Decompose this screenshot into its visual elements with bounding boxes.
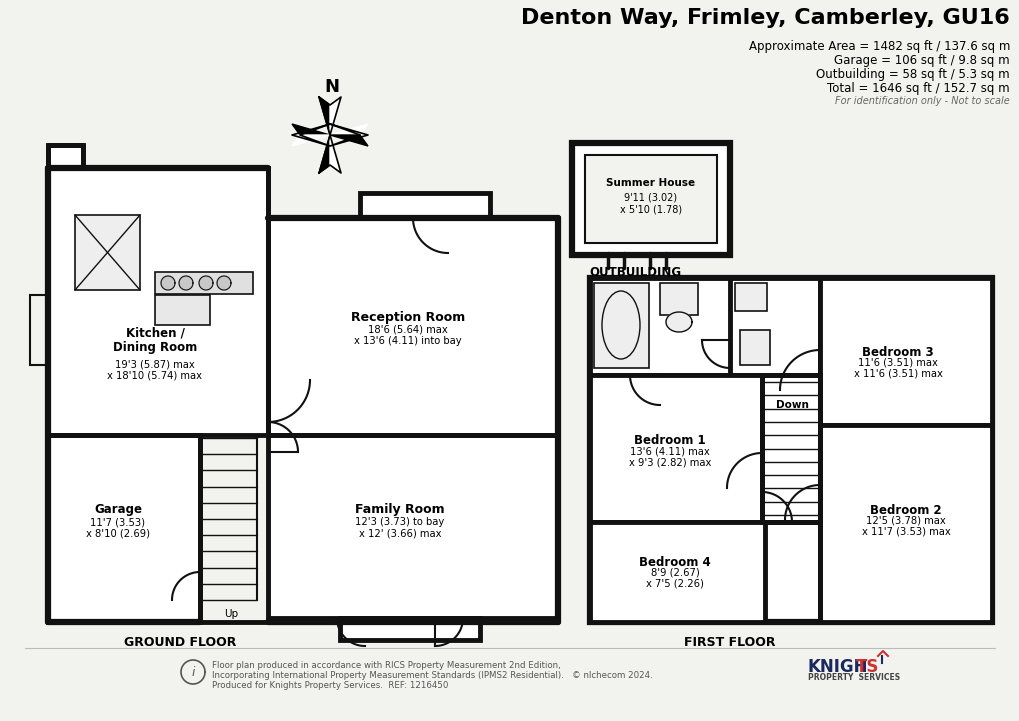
Polygon shape (199, 276, 213, 290)
Polygon shape (330, 97, 340, 135)
Text: Incorporating International Property Measurement Standards (IPMS2 Residential). : Incorporating International Property Mea… (212, 671, 652, 680)
Bar (730, 278, 819, 375)
Bar (589, 278, 732, 375)
Text: 9'11 (3.02): 9'11 (3.02) (624, 193, 677, 203)
Text: x 5'10 (1.78): x 5'10 (1.78) (620, 205, 682, 215)
Text: Bedroom 2: Bedroom 2 (869, 503, 941, 516)
Bar (48, 435, 200, 622)
Bar (48, 145, 83, 168)
Bar (761, 375, 819, 522)
Text: KNIGH: KNIGH (807, 658, 867, 676)
Bar (268, 435, 557, 618)
Text: Garage: Garage (94, 503, 142, 516)
Text: Approximate Area = 1482 sq ft / 137.6 sq m: Approximate Area = 1482 sq ft / 137.6 sq… (748, 40, 1009, 53)
Text: Summer House: Summer House (606, 178, 695, 188)
Polygon shape (161, 276, 175, 290)
Text: 11'6 (3.51) max
x 11'6 (3.51) max: 11'6 (3.51) max x 11'6 (3.51) max (853, 357, 942, 379)
Bar (48, 168, 268, 435)
Text: Family Room: Family Room (355, 503, 444, 516)
Text: For identification only - Not to scale: For identification only - Not to scale (835, 96, 1009, 106)
Polygon shape (330, 135, 340, 173)
Text: 13'6 (4.11) max
x 9'3 (2.82) max: 13'6 (4.11) max x 9'3 (2.82) max (628, 446, 710, 468)
Text: N: N (324, 78, 339, 96)
Polygon shape (319, 135, 330, 173)
Text: Outbuilding = 58 sq ft / 5.3 sq m: Outbuilding = 58 sq ft / 5.3 sq m (815, 68, 1009, 81)
Bar (739, 330, 769, 365)
Text: FIRST FLOOR: FIRST FLOOR (684, 635, 775, 648)
Polygon shape (217, 276, 230, 290)
Bar (268, 218, 557, 435)
Bar (339, 618, 480, 640)
Bar (589, 278, 991, 622)
Text: Up: Up (224, 609, 238, 619)
Bar (360, 193, 489, 218)
Text: Total = 1646 sq ft / 152.7 sq m: Total = 1646 sq ft / 152.7 sq m (826, 82, 1009, 95)
Text: Reception Room: Reception Room (351, 311, 465, 324)
Text: 12'3 (3.73) to bay
x 12' (3.66) max: 12'3 (3.73) to bay x 12' (3.66) max (355, 517, 444, 539)
Bar (659, 283, 697, 315)
Bar (30, 295, 48, 365)
Bar (819, 425, 991, 622)
Text: Bedroom 1: Bedroom 1 (634, 433, 705, 446)
Text: Floor plan produced in accordance with RICS Property Measurement 2nd Edition,: Floor plan produced in accordance with R… (212, 661, 560, 670)
Bar (819, 278, 991, 425)
Bar (735, 283, 766, 311)
Bar (75, 215, 140, 290)
Polygon shape (319, 97, 330, 135)
Text: 8'9 (2.67)
x 7'5 (2.26): 8'9 (2.67) x 7'5 (2.26) (645, 567, 703, 589)
Text: GROUND FLOOR: GROUND FLOOR (123, 635, 236, 648)
Polygon shape (330, 124, 368, 135)
Bar (589, 375, 764, 522)
Text: 18'6 (5.64) max
x 13'6 (4.11) into bay: 18'6 (5.64) max x 13'6 (4.11) into bay (354, 324, 462, 346)
Text: Bedroom 4: Bedroom 4 (639, 555, 710, 568)
Text: Produced for Knights Property Services.  REF: 1216450: Produced for Knights Property Services. … (212, 681, 448, 690)
Text: OUTBUILDING: OUTBUILDING (588, 265, 681, 278)
Text: Denton Way, Frimley, Camberley, GU16: Denton Way, Frimley, Camberley, GU16 (521, 8, 1009, 28)
Polygon shape (178, 276, 193, 290)
Bar (585, 155, 716, 243)
Polygon shape (665, 312, 691, 332)
Text: 19'3 (5.87) max
x 18'10 (5.74) max: 19'3 (5.87) max x 18'10 (5.74) max (107, 359, 203, 381)
Text: Down: Down (774, 400, 808, 410)
Bar (155, 272, 253, 294)
Polygon shape (291, 135, 330, 146)
Polygon shape (330, 135, 368, 146)
Text: Garage = 106 sq ft / 9.8 sq m: Garage = 106 sq ft / 9.8 sq m (834, 54, 1009, 67)
Polygon shape (291, 124, 330, 135)
Text: Bedroom 3: Bedroom 3 (861, 345, 933, 358)
Bar (589, 522, 764, 622)
Bar (572, 143, 730, 255)
Text: TS: TS (855, 658, 878, 676)
Text: Kitchen /
Dining Room: Kitchen / Dining Room (113, 326, 197, 354)
Bar (155, 295, 210, 325)
Text: PROPERTY  SERVICES: PROPERTY SERVICES (807, 673, 899, 682)
Text: i: i (192, 665, 195, 678)
Text: 11'7 (3.53)
x 8'10 (2.69): 11'7 (3.53) x 8'10 (2.69) (86, 517, 150, 539)
Text: 12'5 (3.78) max
x 11'7 (3.53) max: 12'5 (3.78) max x 11'7 (3.53) max (861, 516, 950, 537)
Bar (593, 283, 648, 368)
